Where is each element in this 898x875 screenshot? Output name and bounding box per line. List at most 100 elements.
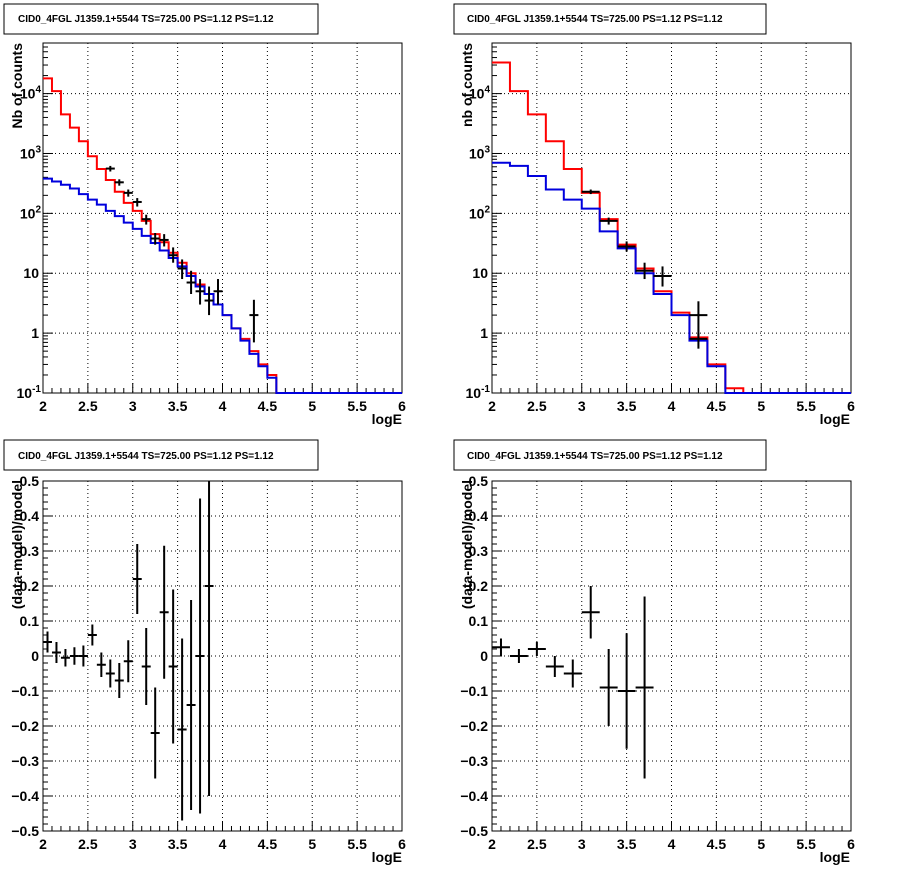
data-point xyxy=(69,647,79,665)
title-box xyxy=(453,3,767,35)
data-point xyxy=(150,232,160,245)
panel-top-left: CID0_4FGL J1359.1+5544 TS=725.00 PS=1.12… xyxy=(3,3,406,427)
series-model-component xyxy=(492,161,851,394)
data-point xyxy=(132,198,142,207)
data-point xyxy=(159,234,169,247)
data-point xyxy=(204,286,214,316)
x-tick-label: 2 xyxy=(39,836,47,852)
x-axis-label: logE xyxy=(372,411,402,427)
x-tick-label: 5 xyxy=(308,398,316,414)
title-box xyxy=(3,3,319,35)
x-tick-label: 5.5 xyxy=(796,836,816,852)
y-tick-label: 0.5 xyxy=(20,473,40,489)
x-tick-label: 3 xyxy=(578,398,586,414)
x-tick-label: 5 xyxy=(757,398,765,414)
x-tick-label: 5.5 xyxy=(347,836,367,852)
y-tick-label: −0.2 xyxy=(460,718,488,734)
x-tick-label: 4 xyxy=(668,836,676,852)
y-tick-label: 102 xyxy=(469,204,491,221)
plot-area: 2 2.5 3 3.5 4 4.5 5 5.5 6 −0.5 −0.4 −0.3 −0.2 −0.1 0 0.… xyxy=(11,473,406,852)
data-point xyxy=(599,649,618,726)
x-tick-label: 6 xyxy=(847,836,855,852)
x-tick-label: 4.5 xyxy=(258,398,278,414)
data-point xyxy=(617,241,636,252)
x-tick-label: 6 xyxy=(398,836,406,852)
x-tick-label: 2.5 xyxy=(527,398,547,414)
plot-area: 2 2.5 3 3.5 4 4.5 5 5.5 6 10-1 1 10 102 103 104 xyxy=(466,42,855,414)
data-point xyxy=(150,687,160,779)
y-tick-label: 10 xyxy=(23,265,39,281)
x-tick-label: 5 xyxy=(757,836,765,852)
y-tick-label: 0.2 xyxy=(20,578,40,594)
x-axis-label: logE xyxy=(372,849,402,865)
data-point xyxy=(96,652,106,677)
data-point xyxy=(51,642,61,663)
y-tick-label: 10 xyxy=(472,265,488,281)
panel-top-right: CID0_4FGL J1359.1+5544 TS=725.00 PS=1.12… xyxy=(453,3,855,427)
x-tick-label: 3.5 xyxy=(617,398,637,414)
panel-bottom-left: CID0_4FGL J1359.1+5544 TS=725.00 PS=1.12… xyxy=(3,439,406,865)
x-tick-label: 6 xyxy=(847,398,855,414)
data-point xyxy=(168,247,178,263)
plot-area: 2 2.5 3 3.5 4 4.5 5 5.5 6 −0.5 −0.4 −0.3 −0.2 −0.1 0 0.… xyxy=(460,473,855,852)
y-tick-label: 10-1 xyxy=(466,384,491,401)
x-tick-label: 5.5 xyxy=(796,398,816,414)
x-tick-label: 4.5 xyxy=(707,836,727,852)
data-point xyxy=(186,270,196,295)
y-tick-label: −0.1 xyxy=(11,683,39,699)
y-tick-label: −0.3 xyxy=(460,753,488,769)
data-point xyxy=(617,633,636,749)
x-tick-label: 2 xyxy=(488,398,496,414)
x-tick-label: 3 xyxy=(578,836,586,852)
data-point xyxy=(78,645,88,667)
data-point xyxy=(635,262,654,280)
y-tick-label: −0.4 xyxy=(460,788,488,804)
data-point xyxy=(213,279,223,305)
data-point xyxy=(653,266,672,287)
data-point xyxy=(141,214,151,225)
y-tick-label: 0.4 xyxy=(469,508,489,524)
y-tick-label: 0.2 xyxy=(469,578,489,594)
x-tick-label: 2.5 xyxy=(78,398,98,414)
y-tick-label: 0.5 xyxy=(469,473,489,489)
data-point xyxy=(492,638,510,656)
data-point xyxy=(177,638,187,821)
data-point xyxy=(195,498,205,814)
y-tick-label: 0.3 xyxy=(469,543,489,559)
data-point xyxy=(105,165,115,172)
data-point xyxy=(689,301,708,336)
x-tick-label: 2.5 xyxy=(78,836,98,852)
x-axis-label: logE xyxy=(820,411,850,427)
data-point xyxy=(43,631,52,653)
y-tick-label: 104 xyxy=(20,85,42,102)
x-tick-label: 3.5 xyxy=(168,836,188,852)
x-tick-label: 4.5 xyxy=(258,836,278,852)
data-point xyxy=(186,600,196,810)
data-point xyxy=(509,649,528,663)
data-point xyxy=(114,663,124,698)
chart-title: CID0_4FGL J1359.1+5544 TS=725.00 PS=1.12… xyxy=(18,14,274,25)
data-point xyxy=(60,649,70,667)
x-tick-label: 3.5 xyxy=(617,836,637,852)
chart-title: CID0_4FGL J1359.1+5544 TS=725.00 PS=1.12… xyxy=(467,14,723,25)
y-axis-label: Nb of counts xyxy=(9,43,25,129)
y-tick-label: −0.4 xyxy=(11,788,39,804)
data-point xyxy=(635,596,654,779)
chart-title: CID0_4FGL J1359.1+5544 TS=725.00 PS=1.12… xyxy=(467,451,723,462)
y-tick-label: −0.5 xyxy=(460,823,488,839)
x-tick-label: 4 xyxy=(219,836,227,852)
x-axis-label: logE xyxy=(820,849,850,865)
y-axis-label: nb of counts xyxy=(459,43,475,127)
series-model-component xyxy=(43,177,402,394)
data-point xyxy=(141,628,151,705)
data-point xyxy=(105,659,115,688)
x-tick-label: 3.5 xyxy=(168,398,188,414)
y-tick-label: 104 xyxy=(469,85,491,102)
data-point xyxy=(545,656,564,677)
x-tick-label: 3 xyxy=(129,398,137,414)
x-tick-label: 4.5 xyxy=(707,398,727,414)
x-tick-label: 5.5 xyxy=(347,398,367,414)
panel-bottom-right: CID0_4FGL J1359.1+5544 TS=725.00 PS=1.12… xyxy=(453,439,855,865)
y-tick-label: 102 xyxy=(20,204,42,221)
data-point xyxy=(689,333,708,349)
